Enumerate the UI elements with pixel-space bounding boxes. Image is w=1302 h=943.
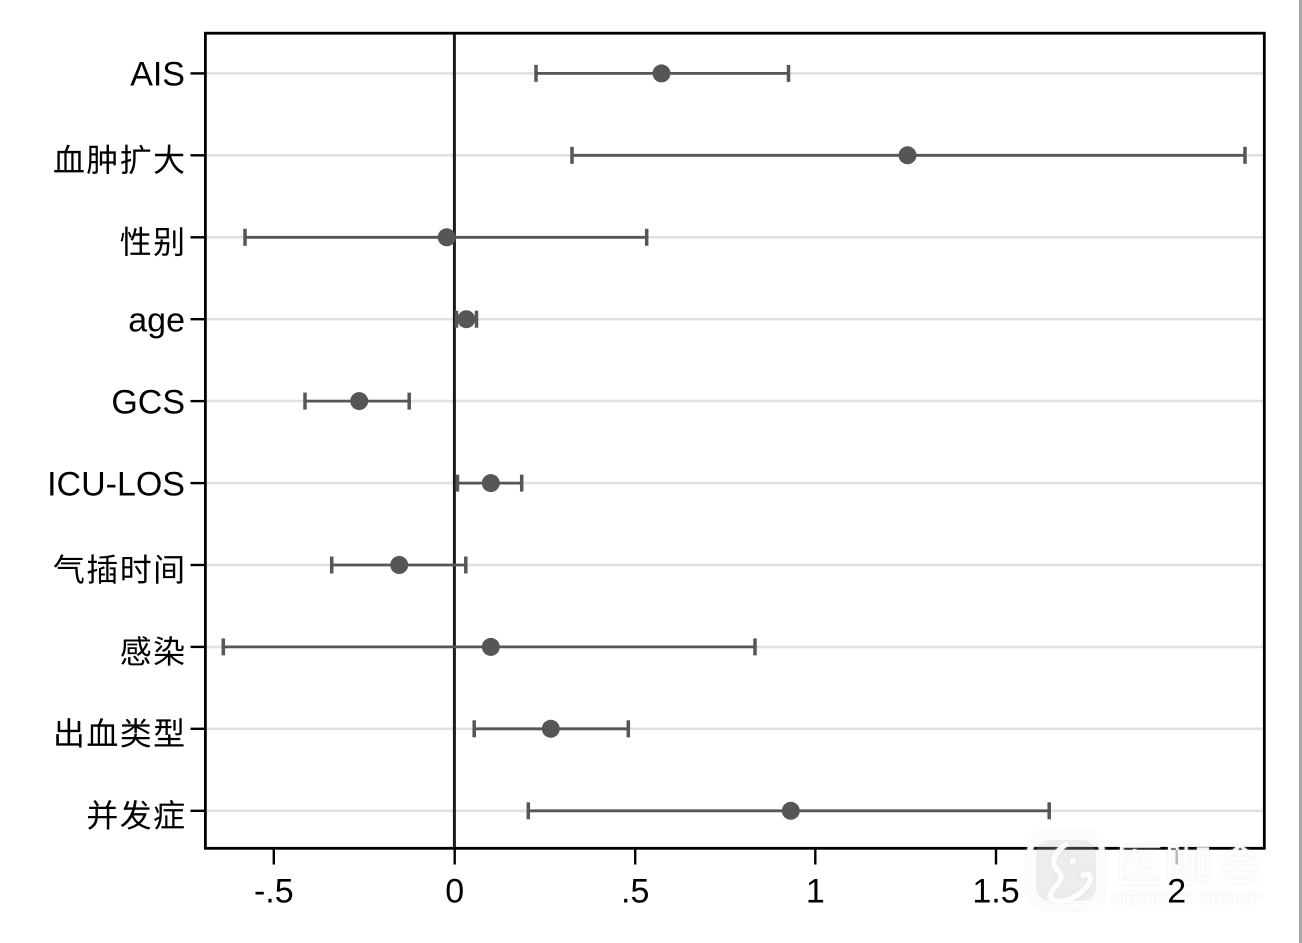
svg-text:AIS: AIS (130, 56, 185, 94)
svg-text:ICU-LOS: ICU-LOS (47, 465, 185, 503)
svg-text:1.5: 1.5 (972, 872, 1019, 910)
svg-text:2: 2 (1167, 872, 1186, 910)
svg-text:age: age (128, 302, 185, 340)
svg-text:MEDIECO GROUP: MEDIECO GROUP (1112, 890, 1261, 908)
svg-text:0: 0 (445, 872, 464, 910)
svg-text:.5: .5 (621, 872, 649, 910)
svg-text:1: 1 (806, 872, 825, 910)
svg-text:MEDIECO GROUP: MEDIECO GROUP (1112, 890, 1261, 908)
svg-text:GCS: GCS (111, 383, 185, 421)
svg-text:-.5: -.5 (254, 872, 294, 910)
